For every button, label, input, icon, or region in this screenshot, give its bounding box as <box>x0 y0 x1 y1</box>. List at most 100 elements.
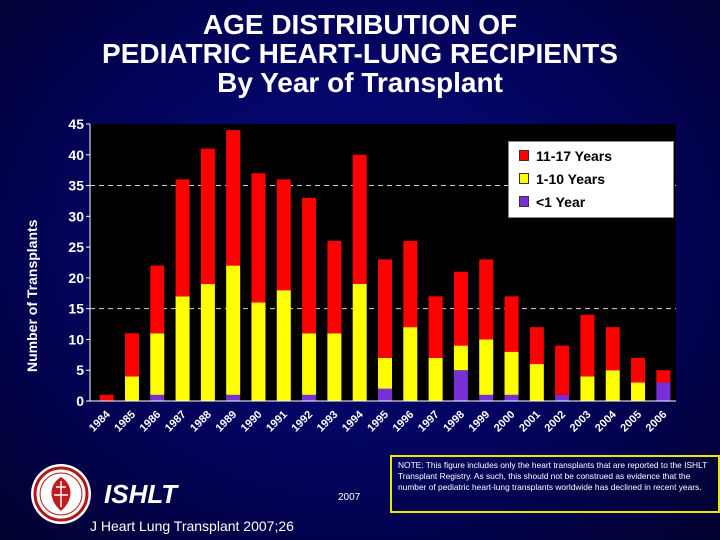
report-year: 2007 <box>338 492 361 503</box>
bar-11-17-years-1996 <box>403 240 418 328</box>
bar-1-10-years-2003 <box>580 376 595 401</box>
bar-lt1-year-1995 <box>378 388 392 401</box>
x-tick-label-1994: 1994 <box>340 408 366 434</box>
x-tick-label-1997: 1997 <box>416 409 442 435</box>
y-tick-label-45: 45 <box>68 116 84 132</box>
bar-1-10-years-1995 <box>378 357 392 389</box>
legend-label-11-17: 11-17 Years <box>536 148 613 164</box>
bars <box>99 130 671 401</box>
bar-11-17-years-2000 <box>504 296 519 352</box>
bar-1-10-years-1990 <box>251 302 266 401</box>
bar-11-17-years-2006 <box>656 370 671 383</box>
bar-1-10-years-2004 <box>605 370 620 401</box>
x-tick-label-1985: 1985 <box>112 409 138 435</box>
bar-lt1-year-1998 <box>453 370 468 401</box>
bar-11-17-years-1984 <box>99 394 114 401</box>
bar-11-17-years-1998 <box>453 271 468 346</box>
bar-11-17-years-1994 <box>352 154 367 285</box>
y-tick-label-25: 25 <box>68 239 84 255</box>
y-tick-label-10: 10 <box>68 331 84 347</box>
y-tick-label-15: 15 <box>68 301 84 317</box>
bar-11-17-years-2001 <box>529 327 544 365</box>
legend: 11-17 Years 1-10 Years <1 Year <box>508 141 674 218</box>
bar-1-10-years-1991 <box>276 290 291 401</box>
bar-11-17-years-2005 <box>631 357 646 383</box>
ishlt-logo-icon <box>31 464 91 524</box>
legend-item-lt1: <1 Year <box>519 194 585 212</box>
y-axis: 0 5 10 15 20 25 30 35 40 45 <box>68 116 91 409</box>
x-tick-label-1993: 1993 <box>315 409 341 435</box>
y-tick-label-30: 30 <box>68 208 84 224</box>
x-tick-label-1987: 1987 <box>163 409 189 435</box>
x-tick-label-2004: 2004 <box>593 408 619 434</box>
bar-1-10-years-1999 <box>479 339 494 395</box>
bar-1-10-years-1992 <box>302 333 317 395</box>
bar-1-10-years-2005 <box>631 382 646 401</box>
bar-lt1-year-2002 <box>555 394 570 401</box>
x-axis: 1984 1985 1986 1987 1988 1989 1990 1991 1992 1993… <box>87 400 676 435</box>
x-tick-label-2000: 2000 <box>492 409 518 435</box>
bar-11-17-years-1985 <box>124 333 139 377</box>
registry-note: NOTE: This figure includes only the hear… <box>390 455 720 513</box>
x-tick-label-2001: 2001 <box>517 409 543 435</box>
x-tick-label-1992: 1992 <box>289 409 315 435</box>
bar-lt1-year-1986 <box>150 394 165 401</box>
x-tick-label-2005: 2005 <box>618 409 644 435</box>
bar-11-17-years-2004 <box>605 327 620 371</box>
x-tick-label-2006: 2006 <box>644 409 670 435</box>
bar-1-10-years-2000 <box>504 351 519 395</box>
y-tick-label-40: 40 <box>68 147 84 163</box>
title-line-3: By Year of Transplant <box>217 67 503 98</box>
legend-item-11-17: 11-17 Years <box>519 148 612 166</box>
x-tick-label-1988: 1988 <box>188 409 214 435</box>
y-tick-label-20: 20 <box>68 270 84 286</box>
bar-11-17-years-1999 <box>479 259 494 340</box>
bar-1-10-years-1985 <box>124 376 139 401</box>
legend-label-1-10: 1-10 Years <box>536 171 606 187</box>
x-tick-label-1990: 1990 <box>239 409 265 435</box>
bar-11-17-years-2002 <box>555 345 570 395</box>
legend-swatch-11-17 <box>519 150 529 161</box>
bar-11-17-years-1989 <box>226 130 241 266</box>
chart-title: AGE DISTRIBUTION OF PEDIATRIC HEART-LUNG… <box>0 10 720 97</box>
bar-1-10-years-1988 <box>200 284 215 401</box>
bar-lt1-year-1989 <box>226 394 241 401</box>
legend-item-1-10: 1-10 Years <box>519 171 605 189</box>
bar-lt1-year-2000 <box>504 394 519 401</box>
x-tick-label-1998: 1998 <box>441 409 467 435</box>
bar-1-10-years-1987 <box>175 296 190 401</box>
bar-11-17-years-1986 <box>150 265 165 334</box>
bar-1-10-years-1994 <box>352 284 367 401</box>
bar-11-17-years-1993 <box>327 240 342 334</box>
x-tick-label-2002: 2002 <box>542 409 568 435</box>
bar-lt1-year-1999 <box>479 394 494 401</box>
legend-swatch-lt1 <box>519 196 529 207</box>
x-tick-label-1995: 1995 <box>365 409 391 435</box>
x-tick-label-1989: 1989 <box>213 409 239 435</box>
x-tick-label-1984: 1984 <box>87 408 113 434</box>
x-tick-label-1996: 1996 <box>391 409 417 435</box>
title-line-1: AGE DISTRIBUTION OF <box>202 9 518 40</box>
x-tick-label-1986: 1986 <box>138 409 164 435</box>
x-tick-label-1991: 1991 <box>264 409 290 435</box>
bar-lt1-year-2006 <box>656 382 671 401</box>
legend-swatch-1-10 <box>519 173 529 184</box>
bar-11-17-years-1988 <box>200 148 215 285</box>
bar-1-10-years-1989 <box>226 265 241 395</box>
bar-11-17-years-1990 <box>251 173 266 303</box>
bar-1-10-years-2001 <box>529 364 544 401</box>
y-tick-label-35: 35 <box>68 178 84 194</box>
brand-label: ISHLT <box>104 479 178 509</box>
bar-11-17-years-1997 <box>428 296 443 358</box>
journal-citation: J Heart Lung Transplant 2007;26 <box>90 518 294 534</box>
bar-1-10-years-1986 <box>150 333 165 395</box>
bar-11-17-years-1992 <box>302 197 317 334</box>
bar-1-10-years-1996 <box>403 327 418 401</box>
bar-1-10-years-1998 <box>453 345 468 371</box>
bar-1-10-years-1997 <box>428 357 443 401</box>
bar-11-17-years-1987 <box>175 179 190 297</box>
bar-lt1-year-1992 <box>302 394 317 401</box>
bar-11-17-years-2003 <box>580 314 595 377</box>
legend-label-lt1: <1 Year <box>536 194 586 210</box>
x-tick-label-2003: 2003 <box>568 409 594 435</box>
